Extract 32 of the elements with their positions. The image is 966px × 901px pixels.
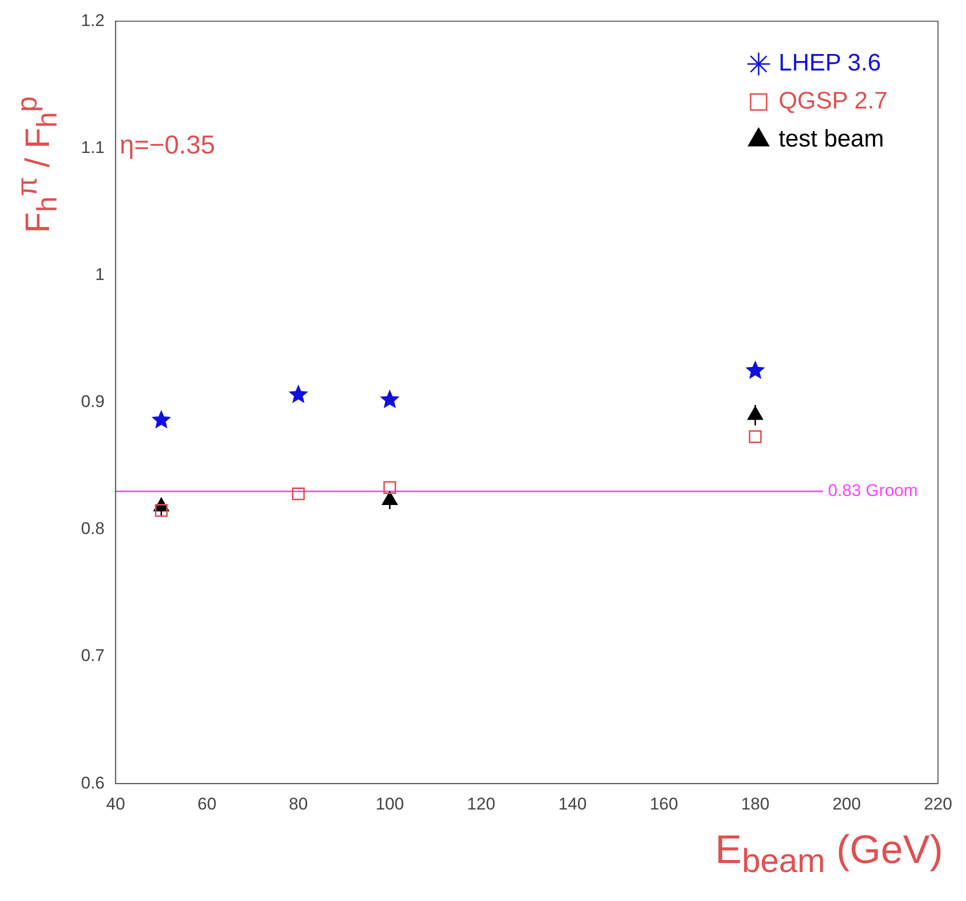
point <box>748 406 763 420</box>
y-tick-label: 0.8 <box>80 519 105 538</box>
x-tick-label: 180 <box>741 794 770 814</box>
x-tick-label: 160 <box>650 794 678 814</box>
point <box>748 430 762 444</box>
x-tick-label: 100 <box>376 794 404 814</box>
legend-label: test beam <box>778 126 884 153</box>
y-tick-label: 1.1 <box>80 138 105 157</box>
point <box>289 385 308 403</box>
y-tick-label: 0.7 <box>80 646 105 666</box>
x-tick-label: 60 <box>198 794 216 814</box>
point <box>383 481 396 494</box>
x-tick-label: 200 <box>832 794 861 814</box>
x-tick-label: 140 <box>558 794 587 814</box>
point <box>154 504 168 517</box>
x-tick-label: 120 <box>466 794 496 814</box>
legend-label: LHEP 3.6 <box>778 50 881 77</box>
x-tick-label: 80 <box>288 794 308 814</box>
ref-line-label: 0.83 Groom <box>828 481 918 500</box>
legend-label: QGSP 2.7 <box>778 88 888 115</box>
y-tick-label: 1.2 <box>80 10 105 30</box>
x-tick-label: 40 <box>106 794 126 814</box>
y-tick-label: 0.9 <box>80 392 105 412</box>
y-tick-label: 1 <box>95 265 105 284</box>
annotation: η=−0.35 <box>120 129 216 160</box>
x-axis-title: E$_{beam}$ (GeV) <box>715 828 943 881</box>
point <box>152 410 170 428</box>
point <box>746 361 764 378</box>
x-tick-label: 220 <box>924 794 952 814</box>
y-tick-label: 0.6 <box>80 773 105 792</box>
point <box>380 390 399 408</box>
point <box>292 487 305 500</box>
